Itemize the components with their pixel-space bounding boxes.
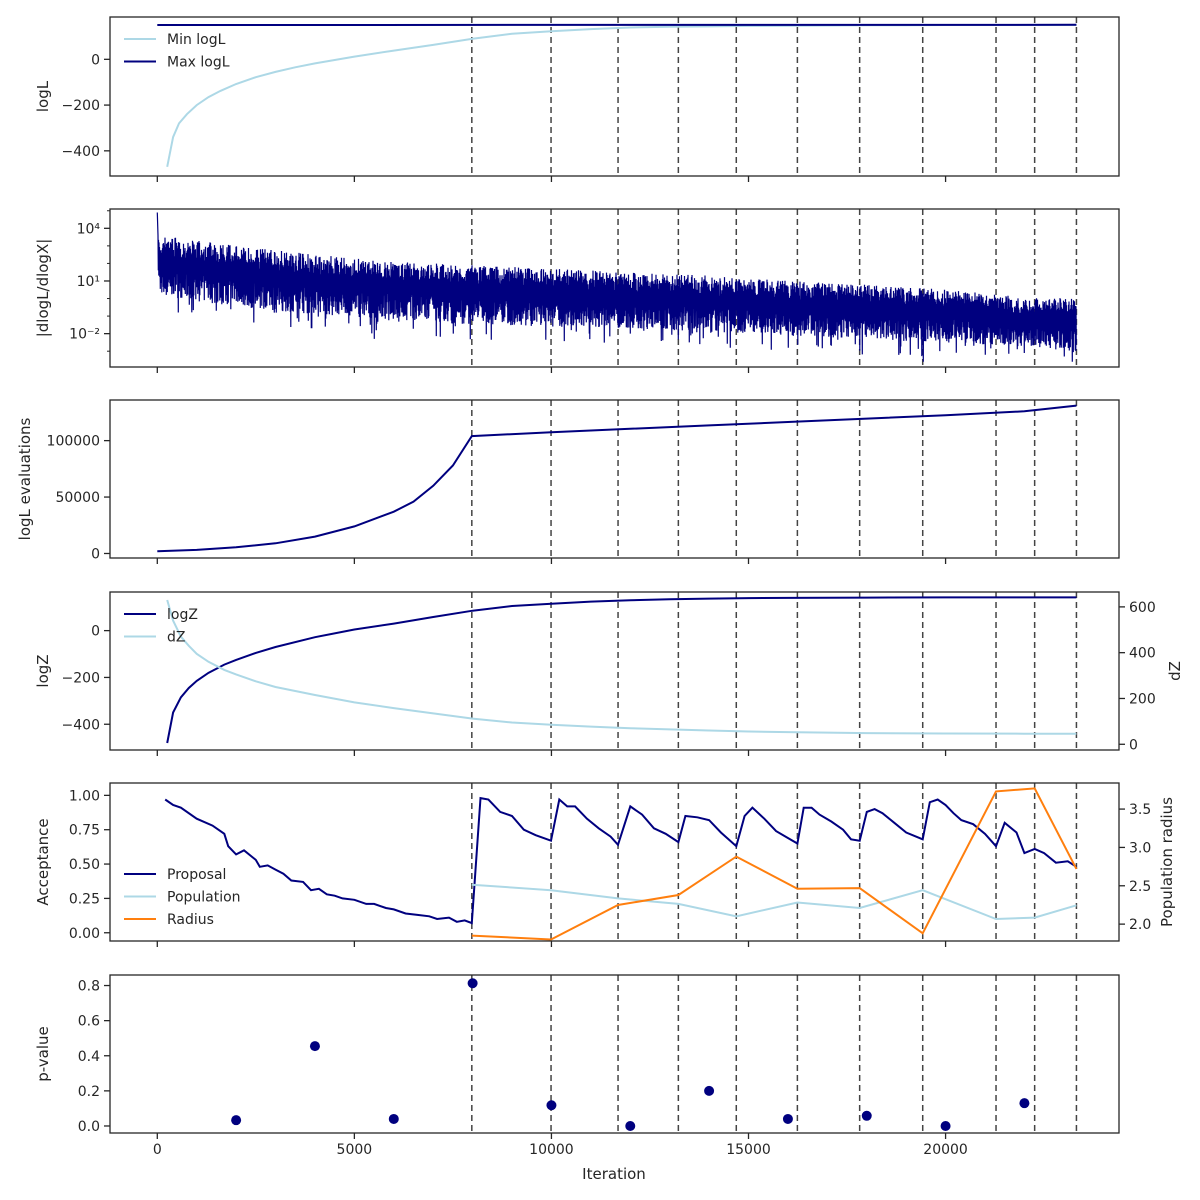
y2-tick-label: 600 <box>1129 600 1156 616</box>
y-tick-label: 0.6 <box>78 1014 100 1030</box>
pvalue-point <box>231 1115 242 1126</box>
dlogl-trace <box>156 212 1077 362</box>
dz-line <box>166 599 1077 735</box>
data-layer <box>164 787 1078 941</box>
y-axis-label: Acceptance <box>34 818 52 905</box>
population-line <box>471 883 1077 921</box>
legend-entry: logZ <box>167 607 198 623</box>
y2-tick-label: 2.5 <box>1129 879 1151 895</box>
legend: logZ dZ <box>124 607 198 646</box>
evals-line <box>157 404 1077 553</box>
axes-frame <box>109 208 1120 368</box>
y-tick-label: 10⁴ <box>77 221 101 237</box>
x-tick-label: 0 <box>153 1142 162 1158</box>
y2-tick-label: 400 <box>1129 646 1156 662</box>
y-tick-label: −400 <box>62 144 100 160</box>
y-tick-label: −400 <box>62 717 100 733</box>
y2-axis-label: Population radius <box>1158 797 1176 927</box>
y2-tick-label: 200 <box>1129 691 1156 707</box>
proposal-line <box>164 796 1077 925</box>
legend-entry: Min logL <box>167 32 226 48</box>
y2-tick-label: 0 <box>1129 737 1138 753</box>
logz-line <box>166 596 1077 744</box>
y-tick-label: 0 <box>91 546 100 562</box>
axes-frame <box>109 399 1120 559</box>
subplot-logL: 0 −200 −400 logL Min logL Max logL <box>34 16 1120 182</box>
y-tick-label: 10⁻² <box>69 327 100 343</box>
pvalue-point <box>467 978 478 989</box>
subplot-acceptance: 0.00 0.25 0.50 0.75 1.00 Acceptance 2.0 2.5 3.0 3… <box>34 782 1176 947</box>
pvalue-point <box>704 1085 715 1096</box>
x-tick-label: 10000 <box>529 1142 574 1158</box>
y2-tick-label: 3.5 <box>1129 802 1151 818</box>
subplot-dlogL: 10⁴ 10¹ 10⁻² |dlogL/dlogX| <box>34 208 1120 373</box>
pvalue-point <box>940 1120 951 1131</box>
pvalue-point <box>625 1120 636 1131</box>
subplot-panels: 0 −200 −400 logL Min logL Max logL 10⁴ 10¹ 10⁻² |… <box>16 16 1184 1158</box>
y-tick-label: 0 <box>91 52 100 68</box>
data-layer <box>157 404 1077 553</box>
y-axis-label: p-value <box>34 1026 52 1082</box>
y-axis-label: logZ <box>34 654 52 687</box>
data-layer <box>156 212 1077 362</box>
pvalue-point <box>309 1041 320 1052</box>
y2-tick-label: 3.0 <box>1129 840 1151 856</box>
y-tick-label: 100000 <box>47 434 100 450</box>
y-tick-label: 0.50 <box>69 857 100 873</box>
legend: Min logL Max logL <box>124 32 230 71</box>
pvalue-point <box>388 1113 399 1124</box>
x-tick-label: 20000 <box>923 1142 968 1158</box>
y-axis-label: |dlogL/dlogX| <box>34 239 52 338</box>
y-tick-label: 0.4 <box>78 1049 100 1065</box>
axes-frame <box>109 974 1120 1134</box>
data-layer <box>231 978 1030 1131</box>
data-layer <box>157 23 1077 167</box>
y-tick-label: 0.0 <box>78 1119 100 1135</box>
y-tick-label: 1.00 <box>69 788 100 804</box>
legend-entry: Proposal <box>167 867 226 883</box>
x-tick-label: 15000 <box>726 1142 771 1158</box>
pvalue-point <box>861 1110 872 1121</box>
radius-line <box>471 787 1078 941</box>
pvalue-point <box>1019 1098 1030 1109</box>
x-axis-label: Iteration <box>582 1165 646 1183</box>
subplot-logZ: 0 −200 −400 logZ 0 200 400 600 dZ logZ dZ <box>34 591 1184 756</box>
y-tick-label: 10¹ <box>77 274 100 290</box>
subplot-evals: 0 50000 100000 logL evaluations <box>16 399 1120 564</box>
y-tick-label: 0.2 <box>78 1084 100 1100</box>
subplot-pvalue: 0 5000 10000 15000 20000 0.0 0.2 0.4 0.6 0.8 p-val… <box>34 974 1120 1158</box>
y-tick-label: 0.75 <box>69 823 100 839</box>
y-tick-label: −200 <box>62 670 100 686</box>
axes-frame <box>109 591 1120 751</box>
legend-entry: Radius <box>167 912 214 928</box>
y2-axis-label: dZ <box>1166 661 1184 681</box>
x-tick-label: 5000 <box>337 1142 373 1158</box>
data-layer <box>166 596 1077 744</box>
y-tick-label: 0.8 <box>78 979 100 995</box>
y2-tick-label: 2.0 <box>1129 917 1151 933</box>
legend-entry: Population <box>167 890 241 906</box>
y-tick-label: 0.25 <box>69 891 100 907</box>
y-axis-label: logL evaluations <box>16 417 34 540</box>
axes-frame <box>109 782 1120 942</box>
pvalue-point <box>782 1113 793 1124</box>
y-tick-label: −200 <box>62 98 100 114</box>
axes-frame <box>109 16 1120 177</box>
y-tick-label: 0 <box>91 624 100 640</box>
pvalue-point <box>546 1100 557 1111</box>
legend: Proposal Population Radius <box>124 867 241 928</box>
y-tick-label: 0.00 <box>69 926 100 942</box>
legend-entry: dZ <box>167 630 185 646</box>
legend-entry: Max logL <box>167 55 230 71</box>
y-tick-label: 50000 <box>55 490 100 506</box>
y-axis-label: logL <box>34 80 52 112</box>
